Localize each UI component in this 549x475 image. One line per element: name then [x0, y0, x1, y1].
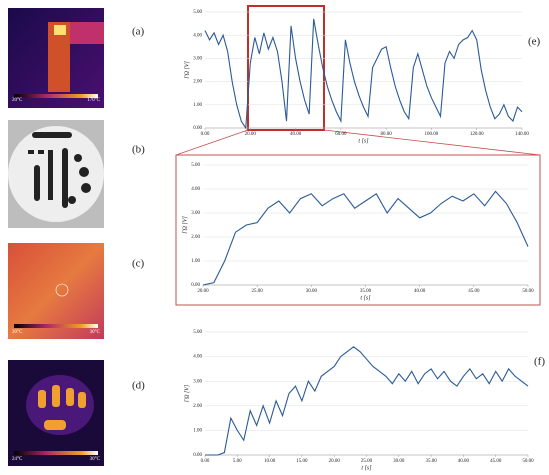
panel-label: (a) — [132, 26, 145, 38]
data-line — [204, 18, 523, 130]
thermal-image-d: 24°C 30°C — [8, 360, 104, 466]
data-line — [202, 190, 529, 286]
x-axis-title: t [s] — [360, 295, 371, 301]
panel-label: (f) — [534, 356, 545, 368]
x-tick-label: 30.00 — [306, 289, 318, 294]
x-tick-label: 25.00 — [361, 459, 373, 464]
x-axis-title: t [s] — [361, 465, 372, 471]
y-tick-label: 0.00 — [193, 126, 202, 131]
x-tick-label: 5.00 — [233, 459, 242, 464]
y-tick-label: 4.00 — [191, 187, 200, 192]
data-line — [205, 346, 529, 456]
x-tick-label: 40.00 — [414, 289, 426, 294]
x-tick-label: 0.00 — [201, 459, 210, 464]
x-tick-label: 35.00 — [360, 289, 372, 294]
y-axis-title: ΓΩ [V] — [184, 61, 190, 80]
y-tick-label: 5.00 — [193, 330, 202, 335]
panel-label: (b) — [132, 144, 145, 156]
x-tick-label: 45.00 — [490, 459, 502, 464]
thermal-image-c: 20°C 30°C — [8, 243, 104, 339]
scale-min: 20°C — [12, 330, 23, 335]
x-tick-label: 10.00 — [264, 459, 276, 464]
y-tick-label: 2.00 — [193, 80, 202, 85]
y-tick-label: 1.00 — [193, 103, 202, 108]
x-tick-label: 20.00 — [245, 132, 257, 137]
x-tick-label: 80.00 — [381, 132, 393, 137]
y-tick-label: 3.00 — [193, 379, 202, 384]
y-tick-label: 3.00 — [191, 211, 200, 216]
x-tick-label: 100.00 — [425, 132, 439, 137]
zoom-connector — [175, 129, 249, 156]
x-axis-title: t [s] — [358, 138, 369, 144]
y-tick-label: 0.00 — [193, 453, 202, 458]
panel-label: (d) — [132, 380, 145, 392]
y-axis-title: ΓΩ [V] — [182, 216, 188, 235]
x-tick-label: 120.00 — [470, 132, 484, 137]
zoom-highlight — [247, 5, 325, 131]
y-tick-label: 2.00 — [193, 404, 202, 409]
panel-label: (e) — [528, 36, 541, 48]
zoom-connector — [323, 129, 541, 156]
x-tick-label: 15.00 — [296, 459, 308, 464]
scale-max: 170°C — [87, 98, 100, 103]
x-tick-label: 35.00 — [425, 459, 437, 464]
panel-label: (c) — [132, 258, 145, 270]
x-tick-label: 25.00 — [252, 289, 264, 294]
y-tick-label: 3.00 — [193, 57, 202, 62]
x-tick-label: 60.00 — [335, 132, 347, 137]
y-tick-label: 0.00 — [191, 283, 200, 288]
y-tick-label: 5.00 — [191, 163, 200, 168]
x-tick-label: 30.00 — [393, 459, 405, 464]
x-tick-label: 45.00 — [468, 289, 480, 294]
y-tick-label: 1.00 — [193, 429, 202, 434]
y-axis-title: ΓΩ [V] — [184, 384, 190, 403]
scale-max: 30°C — [90, 457, 101, 462]
photo-b — [8, 120, 104, 228]
x-tick-label: 20.00 — [197, 289, 209, 294]
x-tick-label: 50.00 — [522, 459, 534, 464]
x-tick-label: 140.00 — [515, 132, 529, 137]
x-tick-label: 0.00 — [201, 132, 210, 137]
y-tick-label: 2.00 — [191, 235, 200, 240]
zoom-frame — [175, 154, 541, 306]
x-tick-label: 40.00 — [290, 132, 302, 137]
scale-min: 20°C — [12, 98, 23, 103]
y-tick-label: 4.00 — [193, 33, 202, 38]
x-tick-label: 50.00 — [522, 289, 534, 294]
y-tick-label: 1.00 — [191, 259, 200, 264]
thermal-image-a: 20°C 170°C — [8, 8, 104, 108]
x-tick-label: 40.00 — [458, 459, 470, 464]
y-tick-label: 5.00 — [193, 10, 202, 15]
scale-min: 24°C — [12, 457, 23, 462]
y-tick-label: 4.00 — [193, 355, 202, 360]
scale-max: 30°C — [90, 330, 101, 335]
x-tick-label: 20.00 — [329, 459, 341, 464]
